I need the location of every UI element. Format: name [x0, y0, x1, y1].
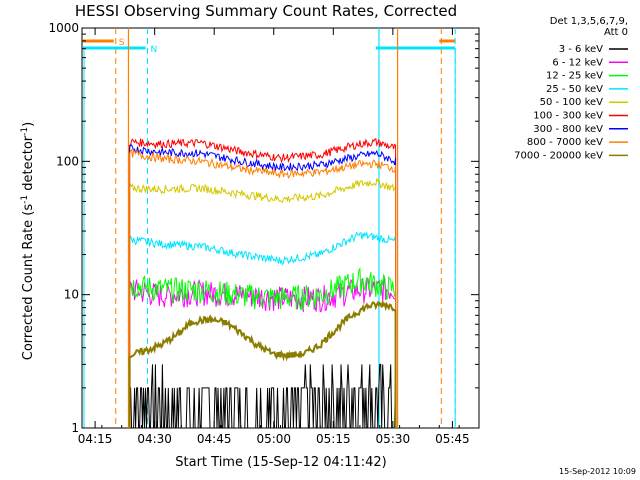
legend-header-0: Det 1,3,5,6,7,9, — [550, 16, 628, 27]
legend-label-1: 6 - 12 keV — [552, 57, 603, 68]
x-tick-label-4: 05:15 — [316, 432, 351, 446]
x-tick-label-1: 04:30 — [137, 432, 172, 446]
x-tick-label-2: 04:45 — [197, 432, 232, 446]
marker-label-s: S — [119, 38, 125, 48]
x-tick-label-6: 05:45 — [435, 432, 470, 446]
marker-label-n: N — [151, 45, 158, 55]
series-line-0 — [129, 363, 397, 429]
y-axis-label-sup-2: -1 — [20, 127, 30, 136]
y-axis-label-mid: detector — [21, 135, 36, 195]
series-line-4 — [129, 177, 397, 429]
legend-label-6: 300 - 800 keV — [533, 124, 603, 135]
plot-frame — [81, 27, 480, 429]
y-axis-label-end: ) — [21, 122, 36, 127]
x-tick-label-0: 04:15 — [78, 432, 113, 446]
series-line-6 — [129, 144, 397, 429]
y-tick-label-2: 100 — [56, 154, 79, 168]
y-axis-label: Corrected Count Rate (s-1 detector-1) — [20, 122, 36, 360]
chart-title: HESSI Observing Summary Count Rates, Cor… — [75, 2, 457, 20]
legend: Det 1,3,5,6,7,9,Att 03 - 6 keV 6 - 12 keV… — [514, 16, 628, 161]
legend-label-4: 50 - 100 keV — [540, 97, 604, 108]
y-axis-label-main: Corrected Count Rate (s — [21, 204, 36, 361]
series-line-8 — [128, 299, 397, 429]
y-tick-label-0: 1 — [71, 421, 79, 435]
legend-header-1: Att 0 — [604, 27, 628, 38]
y-axis-label-sup-1: -1 — [20, 195, 30, 204]
series-line-2 — [129, 267, 397, 429]
legend-label-0: 3 - 6 keV — [559, 44, 603, 55]
y-tick-label-1: 10 — [64, 288, 79, 302]
legend-label-7: 800 - 7000 keV — [527, 137, 603, 148]
x-tick-label-5: 05:30 — [376, 432, 411, 446]
y-tick-label-3: 1000 — [48, 21, 79, 35]
series-line-7 — [129, 148, 397, 429]
legend-label-3: 25 - 50 keV — [546, 84, 603, 95]
x-tick-label-3: 05:00 — [256, 432, 291, 446]
series-line-1 — [129, 277, 397, 429]
legend-label-2: 12 - 25 keV — [546, 71, 603, 82]
series-line-5 — [129, 137, 397, 429]
plot-timestamp: 15-Sep-2012 10:09 — [559, 467, 636, 476]
legend-label-5: 100 - 300 keV — [533, 111, 603, 122]
series-line-3 — [129, 230, 397, 429]
legend-label-8: 7000 - 20000 keV — [514, 150, 603, 161]
x-axis-label: Start Time (15-Sep-12 04:11:42) — [175, 455, 386, 470]
